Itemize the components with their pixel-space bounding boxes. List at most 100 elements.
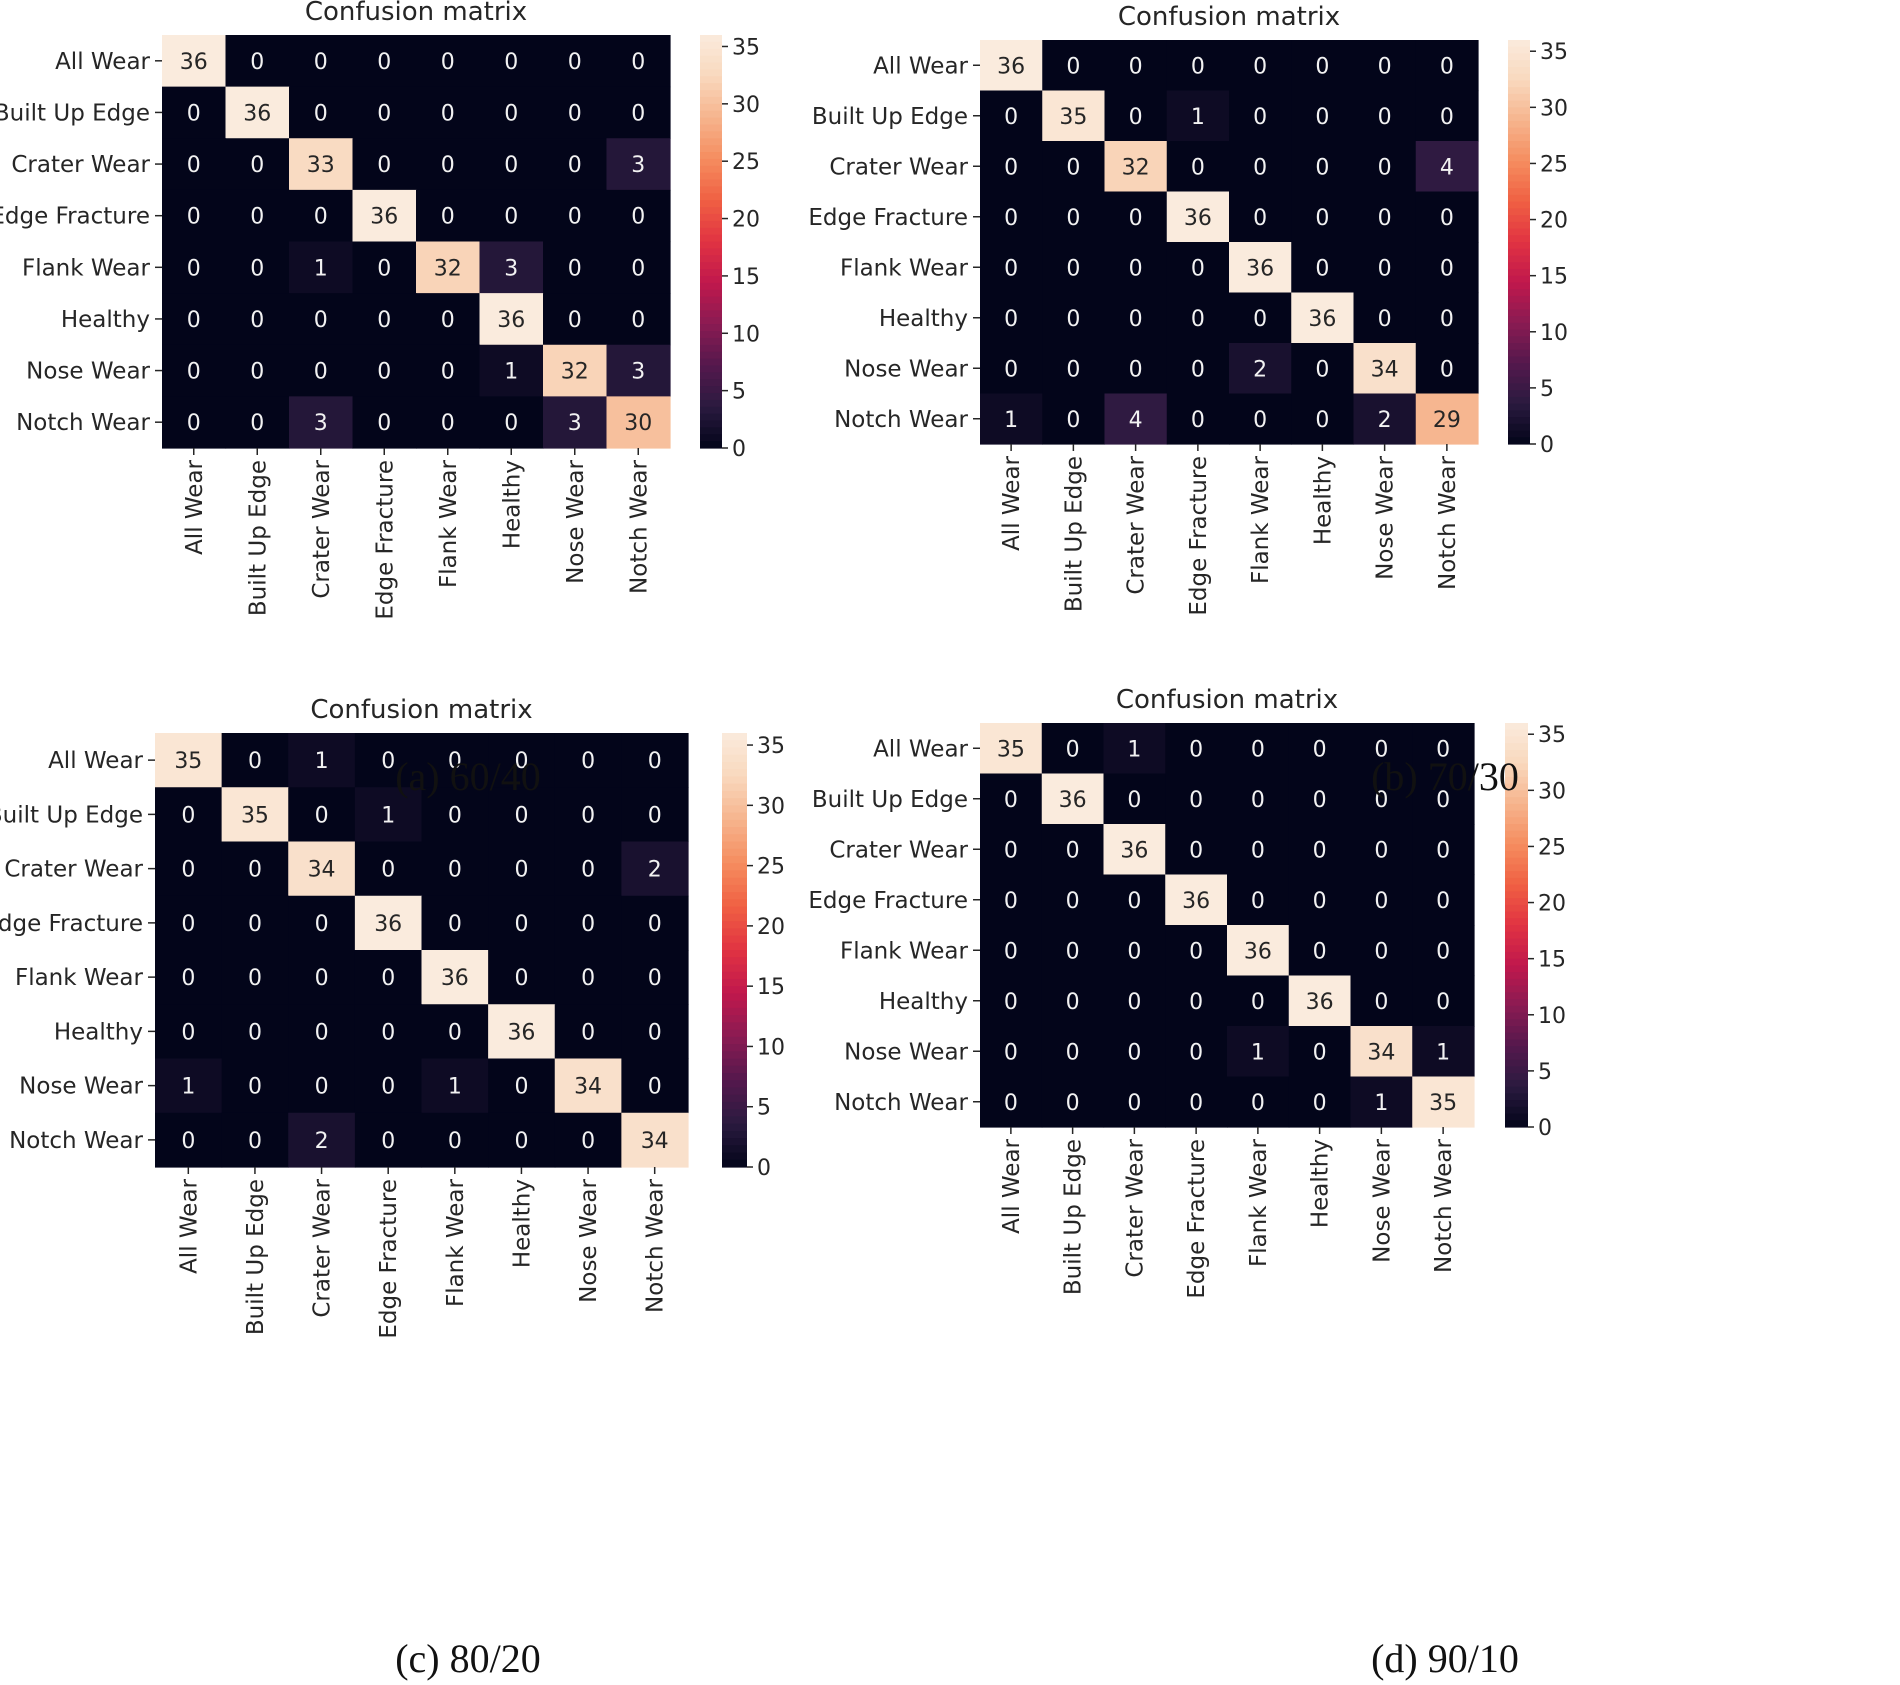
colorbar-segment xyxy=(722,812,747,821)
cell-value-label: 4 xyxy=(1129,408,1143,433)
colorbar-segment xyxy=(1505,918,1528,926)
colorbar-segment xyxy=(722,978,747,987)
cell-value-label: 1 xyxy=(1127,737,1141,762)
colorbar-segment xyxy=(700,406,722,415)
colorbar-segment xyxy=(700,262,722,270)
col-label-all-wear: All Wear xyxy=(999,455,1025,550)
heatmap-cell xyxy=(155,1058,223,1114)
caption-a: (a) 60/40 xyxy=(395,754,541,799)
heatmap-cell xyxy=(352,189,417,243)
cell-value-label: 0 xyxy=(377,153,391,178)
colorbar-segment xyxy=(1508,275,1530,283)
col-label-built-up-edge: Built Up Edge xyxy=(1061,1139,1087,1295)
cell-value-label: 36 xyxy=(243,101,271,126)
cell-value-label: 0 xyxy=(1436,939,1450,964)
colorbar-segment xyxy=(1508,302,1530,310)
heatmap-cell xyxy=(1415,242,1479,294)
cell-value-label: 36 xyxy=(1244,939,1272,964)
heatmap-cell xyxy=(1353,90,1417,142)
heatmap-cell xyxy=(1353,292,1417,344)
heatmap-cell xyxy=(621,733,689,788)
colorbar-segment xyxy=(700,289,722,298)
colorbar-segment xyxy=(700,413,722,422)
colorbar-segment xyxy=(722,1152,747,1161)
heatmap-cell xyxy=(1288,824,1352,876)
cell-value-label: 0 xyxy=(1253,105,1267,130)
colorbar-segment xyxy=(700,344,722,353)
cell-value-label: 0 xyxy=(181,1129,195,1154)
colorbar-segment xyxy=(700,124,722,132)
colorbar-segment xyxy=(722,1051,747,1060)
heatmap-cell xyxy=(554,1004,622,1060)
colorbar-segment xyxy=(722,740,747,749)
colorbar-segment xyxy=(722,790,747,799)
cell-value-label: 0 xyxy=(568,153,582,178)
colorbar-segment xyxy=(1505,938,1528,946)
heatmap-cell xyxy=(1291,343,1355,395)
cell-value-label: 35 xyxy=(241,803,269,828)
cell-value-label: 0 xyxy=(648,912,662,937)
colorbar-segment xyxy=(700,207,722,215)
colorbar-segment xyxy=(700,213,722,222)
cell-value-label: 0 xyxy=(250,153,264,178)
colorbar-segment xyxy=(700,275,722,284)
heatmap-cell xyxy=(554,733,622,788)
cell-value-label: 36 xyxy=(1184,206,1212,231)
colorbar-segment xyxy=(1508,356,1530,364)
colorbar-segment xyxy=(722,935,747,944)
heatmap-cell xyxy=(1166,292,1230,344)
colorbar-segment xyxy=(1508,363,1530,371)
colorbar-segment xyxy=(700,83,722,91)
row-label-edge-fracture: Edge Fracture xyxy=(808,205,968,231)
colorbar-segment xyxy=(1505,978,1528,987)
heatmap-cell xyxy=(1165,824,1228,876)
cell-value-label: 36 xyxy=(507,1020,535,1045)
colorbar: 0 5 10 15 20 25 30 35 xyxy=(1508,40,1568,458)
cell-value-label: 2 xyxy=(1253,357,1267,382)
heatmap-cell xyxy=(1165,1076,1228,1128)
cell-value-label: 1 xyxy=(1191,105,1205,130)
cell-value-label: 36 xyxy=(180,50,208,75)
heatmap-cell xyxy=(1227,824,1290,876)
colorbar-segment xyxy=(1508,349,1530,358)
colorbar-segment xyxy=(1505,736,1528,744)
cell-value-label: 0 xyxy=(1251,990,1265,1015)
cell-value-label: 0 xyxy=(581,749,595,774)
heatmap-cell xyxy=(479,241,544,294)
cell-value-label: 0 xyxy=(181,803,195,828)
cell-value-label: 0 xyxy=(1436,838,1450,863)
heatmap-cell xyxy=(1041,824,1105,876)
heatmap-cell xyxy=(289,293,354,346)
colorbar-segment xyxy=(1508,174,1530,182)
heatmap-cell xyxy=(221,1058,289,1114)
colorbar-segment xyxy=(1508,66,1530,75)
heatmap-cell xyxy=(1104,40,1168,92)
cell-value-label: 0 xyxy=(1191,54,1205,79)
colorbar-segment xyxy=(722,848,747,857)
heatmap-cell xyxy=(421,1004,489,1060)
cell-value-label: 0 xyxy=(1253,206,1267,231)
heatmap-cell xyxy=(162,396,227,449)
heatmap-cell xyxy=(488,787,556,843)
colorbar-segment xyxy=(1505,837,1528,845)
colorbar-segment xyxy=(722,834,747,843)
cell-value-label: 0 xyxy=(315,1020,329,1045)
cell-value-label: 0 xyxy=(1440,54,1454,79)
cell-value-label: 0 xyxy=(581,858,595,883)
colorbar-segment xyxy=(700,103,722,112)
colorbar-tick-label: 5 xyxy=(1538,1060,1552,1085)
colorbar-segment xyxy=(1508,194,1530,203)
cell-value-label: 0 xyxy=(568,50,582,75)
cell-value-label: 0 xyxy=(1315,155,1329,180)
cell-value-label: 0 xyxy=(1127,788,1141,813)
heatmap-cell xyxy=(289,241,354,294)
heatmap-cell xyxy=(1165,1026,1228,1078)
heatmap-cell xyxy=(1165,874,1228,926)
col-label-flank-wear: Flank Wear xyxy=(1246,1138,1272,1267)
colorbar-tick-label: 30 xyxy=(1540,96,1568,121)
heatmap-cell xyxy=(1288,1076,1352,1128)
col-label-notch-wear: Notch Wear xyxy=(626,459,652,593)
cell-value-label: 0 xyxy=(1189,737,1203,762)
col-label-built-up-edge: Built Up Edge xyxy=(245,460,271,616)
cell-value-label: 0 xyxy=(377,308,391,333)
